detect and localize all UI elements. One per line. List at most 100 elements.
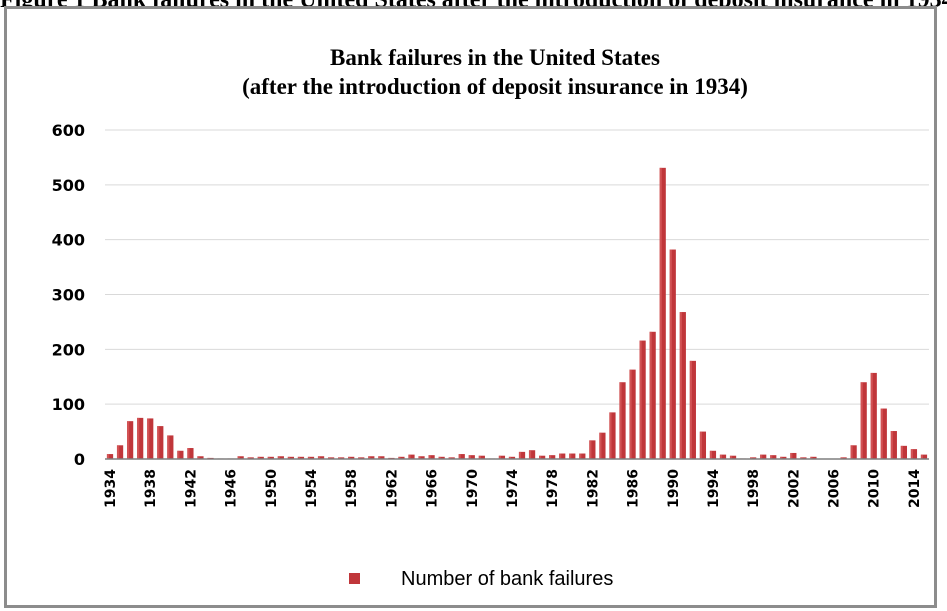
bar-highlight-1940 <box>167 435 170 459</box>
bar-highlight-2002 <box>790 452 793 459</box>
bar-highlight-1996 <box>729 455 733 459</box>
bar-1964 <box>408 454 415 459</box>
bar-2007 <box>840 457 847 459</box>
bar-1998 <box>750 457 757 459</box>
legend: Number of bank failures <box>349 568 613 590</box>
bar-1941 <box>177 450 184 459</box>
bar-1934 <box>106 454 114 459</box>
bar-1937 <box>137 417 144 459</box>
x-tick-label: 1954 <box>304 469 320 508</box>
bar-1967 <box>438 456 445 459</box>
bar-1950 <box>267 456 274 459</box>
bar-highlight-1959 <box>358 457 361 459</box>
bar-highlight-1968 <box>448 457 451 459</box>
bar-highlight-1988 <box>649 331 652 459</box>
bar-1952 <box>287 456 295 459</box>
bar-1943 <box>197 456 204 459</box>
bar-highlight-2008 <box>850 445 853 459</box>
bar-highlight-1942 <box>187 448 190 459</box>
bar-2008 <box>850 445 857 459</box>
x-tick-label: 1946 <box>224 469 240 508</box>
x-tick-label: 2010 <box>867 469 883 508</box>
x-tick-label: 2002 <box>786 469 802 508</box>
x-tick-label: 1986 <box>626 469 642 508</box>
bar-highlight-1937 <box>137 417 140 459</box>
bar-1983 <box>599 432 606 459</box>
bar-highlight-1976 <box>528 450 532 459</box>
bar-1957 <box>338 457 345 459</box>
bar-2012 <box>890 431 897 459</box>
chart-frame: Bank failures in the United States (afte… <box>4 6 937 608</box>
bar-highlight-2012 <box>890 431 893 459</box>
bar-1973 <box>498 455 506 459</box>
bar-highlight-1989 <box>659 167 662 459</box>
bar-highlight-1967 <box>438 456 441 459</box>
bar-highlight-1984 <box>609 412 612 459</box>
bar-highlight-1999 <box>760 454 763 459</box>
bar-1953 <box>297 456 305 459</box>
bars <box>106 167 928 459</box>
bar-highlight-1958 <box>348 456 351 459</box>
bar-1949 <box>257 456 264 459</box>
bar-1990 <box>669 249 676 459</box>
bar-highlight-1941 <box>177 450 180 459</box>
x-tick-label: 1978 <box>545 469 561 508</box>
bar-highlight-2004 <box>810 456 813 459</box>
bar-highlight-1975 <box>518 451 522 459</box>
bar-highlight-1966 <box>428 455 431 459</box>
bar-1939 <box>157 426 164 459</box>
bar-highlight-1949 <box>257 456 260 459</box>
bar-1955 <box>317 456 325 459</box>
bar-highlight-2011 <box>880 408 883 459</box>
bar-highlight-1936 <box>127 421 130 459</box>
bar-highlight-1998 <box>750 457 753 459</box>
bar-2009 <box>860 382 867 459</box>
x-tick-label: 1974 <box>505 469 521 508</box>
bar-1961 <box>378 456 385 459</box>
bar-2010 <box>870 372 877 459</box>
bar-1948 <box>247 457 254 459</box>
bar-2013 <box>900 445 907 459</box>
bar-highlight-1943 <box>197 456 200 459</box>
bar-highlight-1994 <box>709 450 713 459</box>
x-tick-label: 1958 <box>344 469 360 508</box>
bar-2002 <box>790 452 797 459</box>
bar-highlight-1934 <box>106 454 110 459</box>
bar-2004 <box>810 456 817 459</box>
bar-highlight-1964 <box>408 454 411 459</box>
x-tick-label: 1966 <box>425 469 441 508</box>
bar-highlight-1986 <box>629 369 632 459</box>
bar-highlight-1995 <box>719 454 723 459</box>
bar-1995 <box>719 454 727 459</box>
y-tick-label: 300 <box>52 286 85 305</box>
bar-highlight-1956 <box>327 457 331 459</box>
bar-1986 <box>629 369 636 459</box>
bar-highlight-1950 <box>267 456 270 459</box>
bar-2011 <box>880 408 887 459</box>
bar-highlight-1961 <box>378 456 381 459</box>
bar-highlight-1963 <box>398 456 401 459</box>
x-tick-label: 2014 <box>907 469 923 508</box>
bar-highlight-2007 <box>840 457 843 459</box>
bar-highlight-1974 <box>508 456 512 459</box>
bar-highlight-1971 <box>478 455 481 459</box>
y-tick-label: 600 <box>52 121 85 140</box>
bar-highlight-1970 <box>468 455 471 459</box>
bar-1991 <box>679 312 686 459</box>
x-tick-label: 1998 <box>746 469 762 508</box>
bar-highlight-1947 <box>237 456 240 459</box>
bar-highlight-1991 <box>679 312 682 459</box>
bar-1965 <box>418 456 425 459</box>
bar-highlight-2010 <box>870 372 873 459</box>
bar-1989 <box>659 167 666 459</box>
bar-highlight-2001 <box>780 456 783 459</box>
bar-highlight-1993 <box>699 431 702 459</box>
x-tick-label: 1934 <box>103 469 119 508</box>
x-tick-label: 1982 <box>585 469 601 508</box>
bar-2001 <box>780 456 787 459</box>
legend-swatch <box>349 573 360 584</box>
bar-1979 <box>559 453 566 459</box>
bar-highlight-1981 <box>579 453 582 459</box>
bar-highlight-1939 <box>157 426 160 459</box>
bar-1974 <box>508 456 516 459</box>
